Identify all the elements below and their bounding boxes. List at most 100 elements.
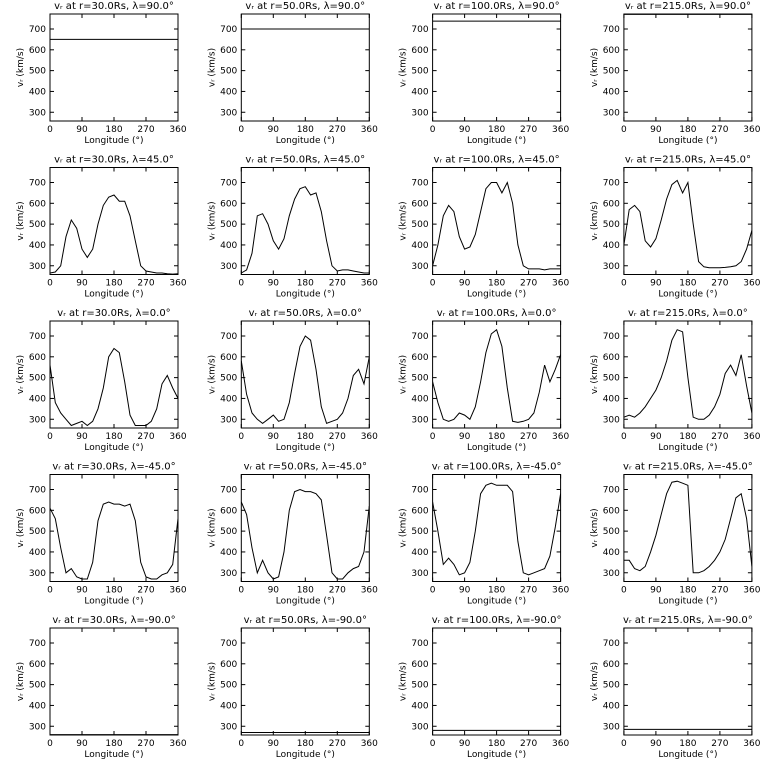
chart-title: vᵣ at r=50.0Rs, λ=-45.0° — [244, 462, 367, 473]
y-tick-label: 400 — [411, 548, 428, 558]
x-axis-label: Longitude (°) — [84, 443, 143, 453]
y-tick-label: 400 — [603, 87, 620, 97]
x-tick-label: 360 — [169, 125, 186, 135]
plot-frame — [49, 167, 179, 275]
plot-frame — [240, 474, 370, 582]
x-tick-label: 270 — [137, 279, 154, 289]
plot-frame — [240, 320, 370, 429]
y-tick-label: 300 — [411, 415, 428, 425]
x-tick-label: 360 — [552, 279, 569, 289]
x-axis-label: Longitude (°) — [276, 290, 335, 300]
y-tick-label: 300 — [411, 722, 428, 732]
data-line — [50, 347, 178, 427]
x-tick-label: 270 — [520, 586, 537, 596]
y-tick-label: 500 — [411, 220, 428, 230]
chart-title: vᵣ at r=215.0Rs, λ=-90.0° — [623, 615, 753, 626]
x-tick-label: 270 — [711, 279, 728, 289]
x-axis-label: Longitude (°) — [276, 443, 335, 453]
y-tick-label: 500 — [603, 220, 620, 230]
x-tick-label: 90 — [268, 586, 280, 596]
x-tick-label: 90 — [650, 279, 662, 289]
x-tick-label: 90 — [650, 586, 662, 596]
x-tick-label: 360 — [361, 432, 378, 442]
x-tick-label: 270 — [137, 125, 154, 135]
x-tick-label: 90 — [76, 432, 88, 442]
x-axis-label: Longitude (°) — [276, 597, 335, 607]
y-tick-label: 400 — [220, 241, 237, 251]
y-axis-label: vᵣ (km/s) — [207, 508, 217, 547]
x-tick-label: 270 — [520, 739, 537, 749]
y-tick-label: 700 — [29, 25, 46, 35]
x-tick-label: 180 — [297, 586, 314, 596]
x-tick-label: 180 — [679, 586, 696, 596]
y-tick-label: 300 — [603, 569, 620, 579]
y-axis-label: vᵣ (km/s) — [207, 201, 217, 240]
y-tick-label: 300 — [411, 569, 428, 579]
y-tick-label: 400 — [220, 548, 237, 558]
x-axis-label: Longitude (°) — [658, 290, 717, 300]
y-tick-label: 700 — [220, 178, 237, 188]
x-tick-label: 360 — [169, 586, 186, 596]
y-tick-label: 600 — [603, 660, 620, 670]
y-tick-label: 400 — [220, 87, 237, 97]
y-tick-label: 700 — [603, 639, 620, 649]
x-tick-label: 180 — [105, 279, 122, 289]
x-tick-label: 360 — [169, 432, 186, 442]
plot-frame — [623, 474, 753, 582]
x-tick-label: 90 — [650, 432, 662, 442]
x-axis-label: Longitude (°) — [467, 750, 526, 760]
data-line — [241, 335, 370, 425]
x-tick-label: 0 — [621, 125, 627, 135]
y-tick-label: 600 — [29, 46, 46, 56]
x-axis-label: Longitude (°) — [658, 750, 717, 760]
x-axis-label: Longitude (°) — [658, 597, 717, 607]
chart-title: vᵣ at r=100.0Rs, λ=90.0° — [434, 1, 560, 12]
x-tick-label: 270 — [137, 432, 154, 442]
x-tick-label: 0 — [430, 432, 436, 442]
y-axis-label: vᵣ (km/s) — [399, 662, 409, 701]
x-axis-label: Longitude (°) — [84, 136, 143, 146]
x-tick-label: 180 — [679, 279, 696, 289]
y-tick-label: 700 — [603, 178, 620, 188]
y-tick-label: 300 — [411, 108, 428, 118]
y-tick-label: 700 — [603, 485, 620, 495]
y-tick-label: 600 — [411, 353, 428, 363]
plot-frame — [49, 13, 179, 122]
x-tick-label: 180 — [297, 125, 314, 135]
y-tick-label: 400 — [220, 394, 237, 404]
x-tick-label: 360 — [361, 125, 378, 135]
y-tick-label: 300 — [29, 415, 46, 425]
plot-frame — [432, 320, 562, 429]
y-tick-label: 500 — [220, 374, 237, 384]
y-tick-label: 400 — [603, 548, 620, 558]
x-tick-label: 360 — [552, 739, 569, 749]
x-axis-label: Longitude (°) — [467, 597, 526, 607]
y-tick-label: 400 — [411, 241, 428, 251]
y-axis-label: vᵣ (km/s) — [16, 48, 26, 87]
y-tick-label: 600 — [411, 660, 428, 670]
x-tick-label: 0 — [238, 125, 244, 135]
y-axis-label: vᵣ (km/s) — [399, 48, 409, 87]
plot-frame — [49, 474, 179, 582]
y-axis-label: vᵣ (km/s) — [16, 201, 26, 240]
chart-title: vᵣ at r=50.0Rs, λ=0.0° — [249, 308, 362, 319]
x-axis-label: Longitude (°) — [467, 290, 526, 300]
y-tick-label: 700 — [411, 639, 428, 649]
y-tick-label: 500 — [29, 67, 46, 77]
plot-frame — [623, 167, 753, 275]
y-tick-label: 300 — [29, 262, 46, 272]
y-tick-label: 600 — [603, 46, 620, 56]
x-axis-label: Longitude (°) — [467, 136, 526, 146]
x-tick-label: 90 — [76, 586, 88, 596]
x-axis-label: Longitude (°) — [84, 750, 143, 760]
x-tick-label: 90 — [459, 586, 471, 596]
y-axis-label: vᵣ (km/s) — [590, 48, 600, 87]
y-tick-label: 500 — [603, 527, 620, 537]
y-tick-label: 400 — [411, 394, 428, 404]
data-line — [623, 480, 752, 574]
y-tick-label: 300 — [603, 108, 620, 118]
plot-frame — [240, 627, 370, 736]
x-tick-label: 360 — [552, 586, 569, 596]
plot-frame — [49, 320, 179, 429]
